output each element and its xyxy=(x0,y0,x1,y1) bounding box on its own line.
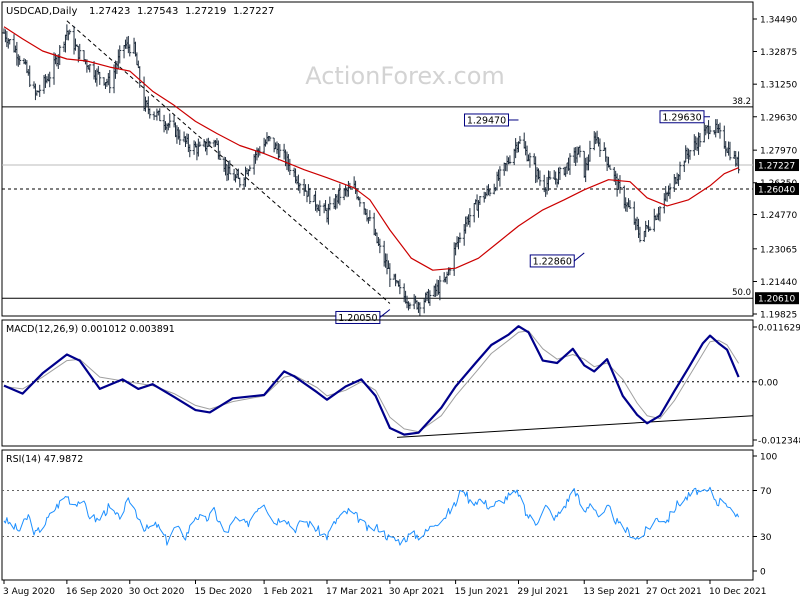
price-sma-line xyxy=(3,26,739,271)
time-tick-label-9: 13 Sep 2021 xyxy=(583,587,640,597)
time-tick-label-2: 30 Oct 2020 xyxy=(129,587,185,597)
last-price-tag: 1.27227 xyxy=(758,162,795,172)
price-axis: 1.344901.328751.312501.296301.279701.263… xyxy=(753,16,799,321)
fib-label-1: 50.0 xyxy=(732,288,751,298)
macd-main xyxy=(3,325,740,436)
price-header-symbol: USDCAD,Daily xyxy=(6,6,77,17)
macd-tick-label-2: -0.012348 xyxy=(758,437,800,447)
time-tick-label-10: 27 Oct 2021 xyxy=(646,587,702,597)
macd-tick-label-0: 0.011629 xyxy=(758,324,800,334)
callout-box-0 xyxy=(463,113,509,127)
time-tick-label-6: 30 Apr 2021 xyxy=(389,587,445,597)
macd-trend xyxy=(396,415,754,438)
callout-label-1: 1.29630 xyxy=(662,112,701,123)
macd-panel-frame xyxy=(1,319,754,447)
sma-line xyxy=(3,26,739,271)
time-axis: 3 Aug 2020 16 Sep 2020 30 Oct 2020 15 Dec 2… xyxy=(3,580,767,597)
rsi-axis: 100 70 30 0 xyxy=(753,453,777,578)
macd-axis: 0.011629 0.00 -0.012348 xyxy=(753,324,800,447)
callout-box-1 xyxy=(659,110,705,124)
price-tick-label-8: 1.21440 xyxy=(760,278,797,288)
fib-50-tag: 1.20610 xyxy=(758,295,795,305)
price-header-low: 1.27219 xyxy=(185,6,226,17)
price-reference-lines: 38.2 50.0 xyxy=(2,97,753,299)
callout-box-2 xyxy=(529,254,575,268)
time-tick-label-5: 17 Mar 2021 xyxy=(326,587,383,597)
macd-trend-line xyxy=(396,415,754,438)
time-tick-label-4: 1 Feb 2021 xyxy=(263,587,313,597)
price-trend-line xyxy=(66,20,391,304)
price-tick-label-9: 1.19825 xyxy=(760,311,797,321)
price-tick-label-7: 1.23065 xyxy=(760,245,797,255)
macd-panel: MACD(12,26,9) 0.001012 0.003891 0.011629… xyxy=(1,319,800,447)
rsi-tick-label-3: 0 xyxy=(760,568,766,578)
fib-label-0: 38.2 xyxy=(732,97,751,107)
callout-connector-3 xyxy=(379,309,391,318)
callout-connector-2 xyxy=(573,252,585,262)
trend-line xyxy=(66,20,391,304)
rsi-tick-label-1: 70 xyxy=(760,487,772,497)
sma-value-tag: 1.26040 xyxy=(758,185,795,195)
macd-tick-label-1: 0.00 xyxy=(758,378,778,388)
price-tick-label-3: 1.29630 xyxy=(760,113,797,123)
price-panel: ActionForex.com USDCAD,Daily 1.27423 1.2… xyxy=(1,1,799,324)
price-tick-label-0: 1.34490 xyxy=(760,16,797,26)
price-header-open: 1.27423 xyxy=(89,6,130,17)
time-tick-label-0: 3 Aug 2020 xyxy=(3,587,55,597)
time-tick-label-3: 15 Dec 2020 xyxy=(195,587,253,597)
price-tick-label-1: 1.32875 xyxy=(760,48,797,58)
time-tick-label-1: 16 Sep 2020 xyxy=(66,587,123,597)
macd-signal xyxy=(3,330,740,433)
rsi-tick-label-2: 30 xyxy=(760,533,772,543)
rsi-level-lines xyxy=(2,490,753,537)
last-price-tag-bg xyxy=(755,159,799,172)
time-tick-label-8: 29 Jul 2021 xyxy=(517,587,568,597)
price-panel-frame xyxy=(1,1,754,317)
macd-line xyxy=(3,325,740,436)
fib-50-tag-bg xyxy=(755,292,799,305)
rsi-tick-label-0: 100 xyxy=(760,453,777,463)
time-tick-label-7: 15 Jun 2021 xyxy=(455,587,509,597)
sma-value-tag-bg xyxy=(755,182,799,195)
callout-label-0: 1.29470 xyxy=(467,115,506,126)
price-candles xyxy=(2,24,741,316)
price-header-close: 1.27227 xyxy=(233,6,274,17)
rsi-main xyxy=(3,486,740,546)
rsi-line xyxy=(3,486,740,546)
price-callouts: 1.29470 1.29630 1.22860 1.20050 xyxy=(335,110,710,324)
time-tick-label-11: 10 Dec 2021 xyxy=(709,587,767,597)
price-tick-label-2: 1.31250 xyxy=(760,81,797,91)
rsi-panel-frame xyxy=(1,449,754,581)
rsi-label: RSI(14) 47.9872 xyxy=(6,454,83,465)
price-tick-label-6: 1.24770 xyxy=(760,211,797,221)
macd-label: MACD(12,26,9) 0.001012 0.003891 xyxy=(6,324,175,335)
watermark: ActionForex.com xyxy=(305,62,505,90)
callout-label-2: 1.22860 xyxy=(533,256,572,267)
macd-signal-line xyxy=(3,330,740,433)
price-header-high: 1.27543 xyxy=(137,6,178,17)
callout-label-3: 1.20050 xyxy=(338,313,377,324)
rsi-panel: RSI(14) 47.9872 100 70 30 0 xyxy=(1,449,777,581)
price-tick-label-4: 1.27970 xyxy=(760,147,797,157)
price-header: USDCAD,Daily 1.27423 1.27543 1.27219 1.2… xyxy=(6,6,274,17)
